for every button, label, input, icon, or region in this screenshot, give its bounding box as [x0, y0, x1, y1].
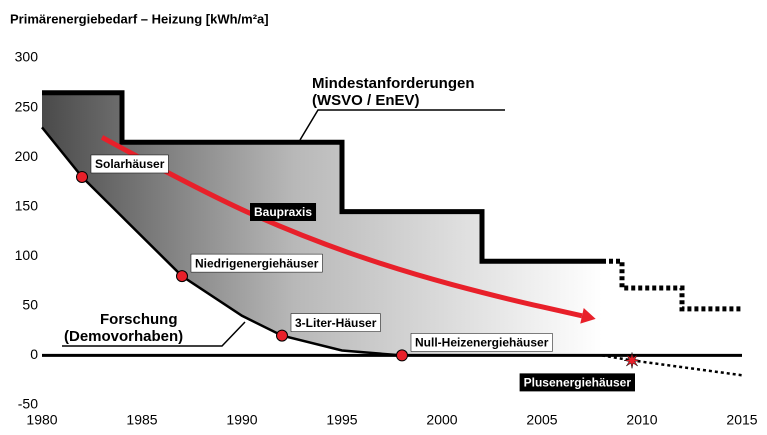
trend-arrowhead	[580, 307, 596, 324]
x-tick-label: 1995	[326, 412, 357, 428]
practice-label-text: Baupraxis	[254, 205, 312, 219]
point-label: Niedrigenergiehäuser	[190, 253, 323, 273]
point-label-box	[410, 333, 553, 352]
y-tick-label: 150	[15, 197, 39, 213]
y-tick-label: 100	[15, 247, 39, 263]
point-marker	[623, 352, 641, 369]
label-leader	[62, 321, 246, 347]
point-marker	[76, 170, 88, 183]
point-label: Solarhäuser	[90, 154, 169, 174]
y-tick-label: 250	[15, 98, 39, 114]
y-tick-label: 300	[15, 49, 39, 65]
requirements-label: (WSVO / EnEV)	[312, 92, 420, 109]
x-tick-label: 2010	[626, 412, 657, 428]
x-tick-label: 1990	[226, 412, 257, 428]
practice-label-box	[250, 203, 317, 221]
point-label-box	[290, 313, 381, 332]
point-marker	[276, 329, 288, 342]
point-label-text: Solarhäuser	[95, 157, 165, 171]
x-tick-label: 2015	[726, 412, 757, 428]
point-label: Null-Heizenergiehäuser	[410, 333, 553, 352]
research-label: Forschung	[100, 311, 178, 328]
trend-arrow	[100, 135, 583, 319]
y-tick-label: 0	[30, 346, 38, 362]
x-tick-label: 1980	[26, 412, 57, 428]
point-label: 3-Liter-Häuser	[290, 313, 381, 332]
y-tick-label: 50	[22, 297, 38, 313]
point-label-box	[519, 373, 635, 392]
point-marker	[396, 349, 408, 362]
requirements-label: Mindestanforderungen	[312, 75, 475, 92]
point-label-text: Null-Heizenergiehäuser	[415, 336, 549, 350]
research-label: (Demovorhaben)	[64, 328, 183, 345]
point-label-box	[90, 154, 169, 174]
research-curve	[41, 126, 403, 357]
x-tick-label: 1985	[126, 412, 157, 428]
y-tick-label: -50	[18, 396, 38, 412]
point-label-box	[190, 253, 323, 273]
label-leader	[299, 109, 505, 141]
x-tick-label: 2000	[426, 412, 457, 428]
requirements-line-dashed	[602, 258, 742, 312]
chart-title: Primärenergiebedarf – Heizung [kWh/m²a]	[10, 11, 269, 26]
point-label-text: 3-Liter-Häuser	[295, 316, 377, 330]
outlook-curve	[601, 354, 743, 377]
point-label-text: Niedrigenergiehäuser	[195, 256, 319, 270]
y-tick-label: 200	[15, 148, 39, 164]
point-label-text: Plusenergiehäuser	[524, 376, 632, 390]
requirements-line	[42, 90, 602, 264]
point-marker	[176, 270, 188, 283]
x-tick-label: 2005	[526, 412, 557, 428]
point-label: Plusenergiehäuser	[519, 373, 635, 392]
practice-label: Baupraxis	[250, 203, 317, 221]
